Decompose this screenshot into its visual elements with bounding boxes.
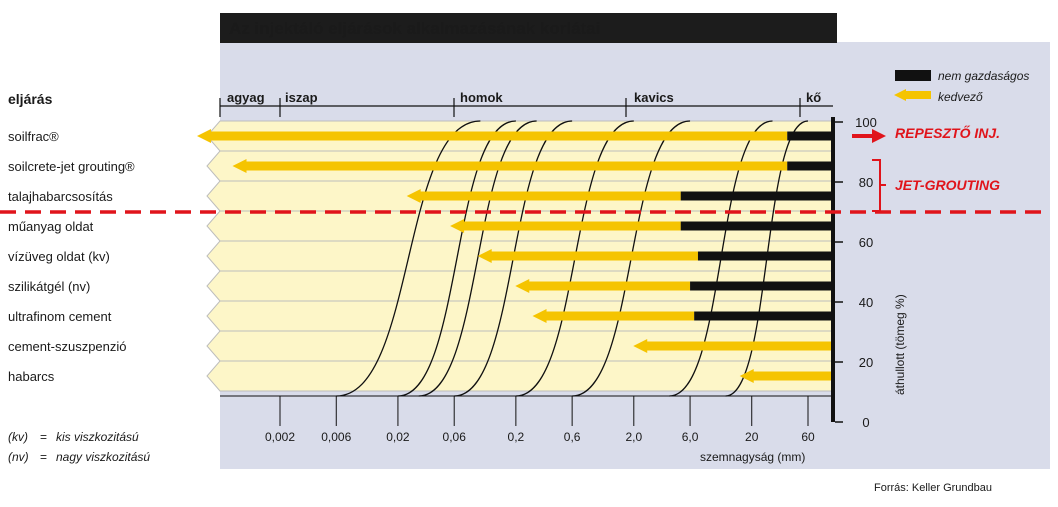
annotation-jet: JET-GROUTING: [895, 177, 1000, 193]
annotation-repeszto: REPESZTŐ INJ.: [895, 124, 1000, 141]
legend-label-yellow: kedvező: [938, 90, 983, 104]
soil-class-label: homok: [460, 90, 503, 105]
soil-class-label: kő: [806, 90, 821, 105]
favorable-arrowhead: [232, 159, 247, 173]
red-arrow-head: [872, 129, 886, 143]
favorable-bar: [418, 191, 681, 201]
x-tick-label: 2,0: [625, 430, 642, 444]
favorable-bar: [489, 251, 698, 261]
uneconomic-bar: [680, 221, 831, 231]
favorable-arrowhead: [477, 249, 492, 263]
x-tick-label: 0,6: [564, 430, 581, 444]
y-tick-label: 0: [862, 415, 869, 430]
legend-swatch-yellow-arrowhead: [894, 89, 906, 101]
row-label: soilcrete-jet grouting®: [8, 159, 135, 174]
row-label: műanyag oldat: [8, 219, 94, 234]
x-axis-label: szemnagyság (mm): [700, 450, 805, 464]
uneconomic-bar: [680, 191, 831, 201]
favorable-arrowhead: [515, 279, 530, 293]
red-bracket: [872, 159, 886, 212]
note-abbr-kv: (kv): [8, 430, 28, 444]
x-tick-label: 0,06: [443, 430, 467, 444]
y-tick-label: 20: [859, 355, 873, 370]
x-tick-label: 0,006: [321, 430, 351, 444]
favorable-bar: [462, 221, 681, 231]
x-tick-label: 60: [801, 430, 815, 444]
x-tick-label: 20: [745, 430, 759, 444]
y-tick-label: 100: [855, 115, 877, 130]
favorable-bar: [208, 131, 788, 141]
favorable-arrowhead: [196, 129, 211, 143]
note-text-nv: nagy viszkozitású: [56, 450, 150, 464]
soil-class-label: kavics: [634, 90, 674, 105]
soil-class-label: iszap: [285, 90, 318, 105]
x-tick-label: 6,0: [682, 430, 699, 444]
y-tick-label: 80: [859, 175, 873, 190]
uneconomic-bar: [694, 311, 831, 321]
favorable-arrowhead: [739, 369, 754, 383]
y-tick-label: 40: [859, 295, 873, 310]
uneconomic-bar: [697, 251, 831, 261]
favorable-bar: [527, 281, 691, 291]
x-tick-label: 0,002: [265, 430, 295, 444]
row-band: [206, 360, 834, 392]
chart-title: Az injektáló eljárások alkalmazásának ko…: [229, 19, 600, 38]
uneconomic-bar: [787, 131, 831, 141]
legend-swatch-black: [895, 70, 931, 81]
uneconomic-bar: [787, 161, 831, 171]
row-label: habarcs: [8, 369, 55, 384]
row-label: vízüveg oldat (kv): [8, 249, 110, 264]
soil-class-label: agyag: [227, 90, 265, 105]
note-text-kv: kis viszkozitású: [56, 430, 139, 444]
favorable-bar: [544, 311, 695, 321]
favorable-arrowhead: [450, 219, 465, 233]
favorable-arrowhead: [532, 309, 547, 323]
y-axis-label: áthullott (tömeg %): [893, 294, 907, 395]
x-tick-label: 0,2: [508, 430, 525, 444]
red-arrow-shaft: [852, 134, 872, 138]
uneconomic-bar: [690, 281, 831, 291]
legend-swatch-yellow: [904, 91, 931, 99]
row-label: soilfrac®: [8, 129, 59, 144]
favorable-bar: [244, 161, 788, 171]
note-eq-nv: =: [40, 450, 47, 464]
row-label: szilikátgél (nv): [8, 279, 90, 294]
row-header: eljárás: [8, 91, 53, 107]
note-eq-kv: =: [40, 430, 47, 444]
row-label: ultrafinom cement: [8, 309, 112, 324]
x-tick-label: 0,02: [386, 430, 410, 444]
note-abbr-nv: (nv): [8, 450, 29, 464]
favorable-bar: [645, 341, 831, 351]
y-tick-label: 60: [859, 235, 873, 250]
legend-label-black: nem gazdaságos: [938, 69, 1029, 83]
favorable-arrowhead: [633, 339, 648, 353]
favorable-bar: [751, 371, 831, 381]
row-label: talajhabarcsosítás: [8, 189, 113, 204]
favorable-arrowhead: [406, 189, 421, 203]
row-label: cement-szuszpenzió: [8, 339, 127, 354]
title-bar: [220, 13, 837, 43]
source-credit: Forrás: Keller Grundbau: [874, 482, 992, 494]
